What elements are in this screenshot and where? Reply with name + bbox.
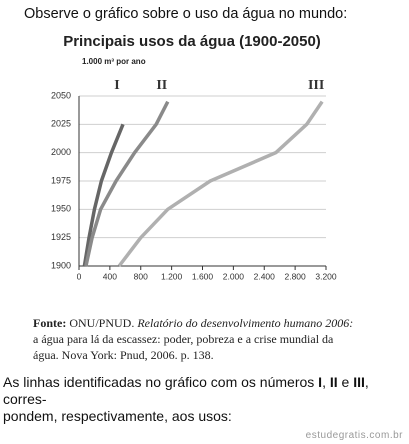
intro: Observe o gráfico sobre o uso da água no… <box>24 6 348 22</box>
x-tick-label: 0 <box>77 271 82 281</box>
text: , <box>322 374 326 390</box>
text: As linhas identificadas no gráfico com o… <box>3 374 315 390</box>
text: , corres- <box>3 374 369 407</box>
x-tick-label: 800 <box>134 271 148 281</box>
series-label: II <box>156 78 167 93</box>
series-label: I <box>114 78 119 93</box>
source: Fonte: ONU/PNUD. Relatório do desenvolvi… <box>33 315 353 363</box>
chart: Principais usos da água (1900-2050) 1.00… <box>51 33 337 281</box>
question: As linhas identificadas no gráfico com o… <box>3 374 409 425</box>
source-line: a água para lá da escassez: poder, pobre… <box>33 332 334 346</box>
source-line: água. Nova York: Pnud, 2006. p. 138. <box>33 348 214 362</box>
watermark: estudegratis.com.br <box>305 430 403 441</box>
source-label: Fonte: <box>33 316 67 330</box>
y-tick-label: 2050 <box>51 90 71 100</box>
axis-unit: 1.000 m³ por ano <box>82 57 146 66</box>
y-tick-label: 1950 <box>51 204 71 214</box>
text: III <box>353 374 365 390</box>
source-line: Fonte: ONU/PNUD. Relatório do desenvolvi… <box>33 315 353 331</box>
chart-title: Principais usos da água (1900-2050) <box>63 33 321 50</box>
y-tick-label: 1975 <box>51 175 71 185</box>
y-tick-label: 1900 <box>51 260 71 270</box>
y-tick-label: 2025 <box>51 119 71 129</box>
question-line: As linhas identificadas no gráfico com o… <box>3 374 409 408</box>
series-label: III <box>308 78 324 93</box>
source-title: Relatório do desenvolvimento humano 2006… <box>137 316 354 330</box>
x-tick-label: 400 <box>103 271 117 281</box>
x-tick-label: 2.800 <box>284 271 306 281</box>
y-tick-label: 2000 <box>51 147 71 157</box>
data-line <box>117 100 324 268</box>
data-line <box>82 123 125 267</box>
data-line <box>84 100 170 267</box>
text: II <box>329 374 338 390</box>
text: e <box>341 374 350 390</box>
text: I <box>318 374 323 390</box>
x-tick-label: 2.000 <box>223 271 245 281</box>
y-tick-label: 1925 <box>51 232 71 242</box>
x-tick-label: 1.200 <box>161 271 183 281</box>
x-tick-label: 1.600 <box>192 271 214 281</box>
x-tick-label: 3.200 <box>315 271 337 281</box>
x-tick-label: 2.400 <box>254 271 276 281</box>
source-author: ONU/PNUD. <box>69 316 135 330</box>
question-line: pondem, respectivamente, aos usos: <box>3 408 232 424</box>
